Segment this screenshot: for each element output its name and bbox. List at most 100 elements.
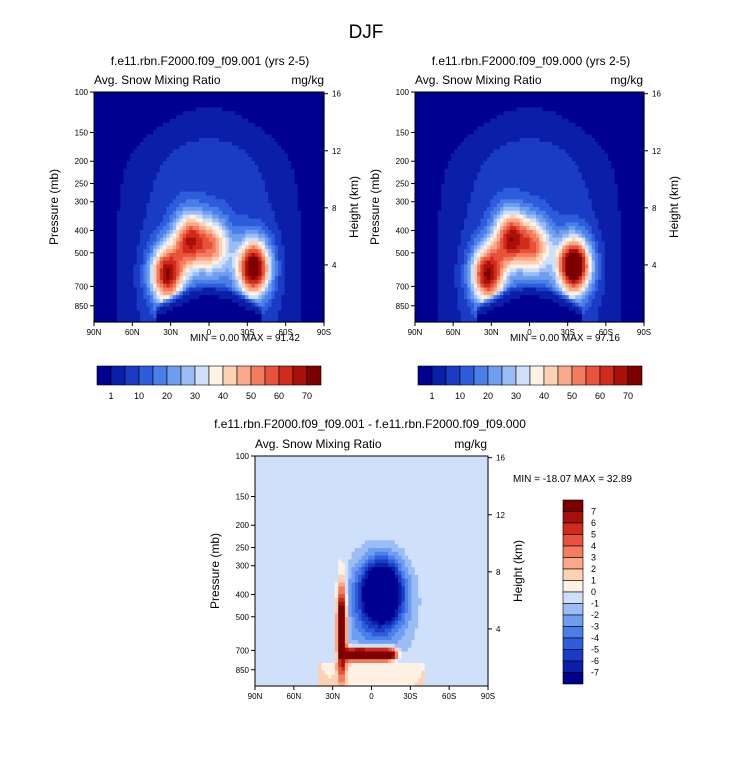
heatmap-cell [261, 103, 266, 108]
heatmap-cell [110, 253, 115, 258]
heatmap-cell [103, 115, 108, 120]
heatmap-cell [209, 306, 213, 312]
heatmap-cell [248, 210, 253, 216]
heatmap-cell [133, 115, 138, 120]
heatmap-cell [261, 222, 266, 227]
heatmap-cell [97, 237, 102, 243]
heatmap-cell [284, 145, 289, 151]
heatmap-cell [264, 157, 269, 162]
heatmap-cell [209, 164, 213, 170]
heatmap-cell [284, 92, 289, 97]
heatmap-cell [255, 272, 259, 277]
heatmap-cell [120, 118, 125, 124]
heatmap-cell [120, 230, 125, 235]
heatmap-cell [149, 306, 154, 312]
heatmap-cell [110, 191, 115, 197]
heatmap-cell [317, 92, 322, 97]
heatmap-cell [97, 95, 102, 101]
heatmap-cell [248, 115, 253, 120]
heatmap-cell [248, 295, 253, 300]
heatmap-cell [228, 118, 233, 124]
heatmap-cell [107, 180, 112, 185]
heatmap-cell [209, 92, 213, 97]
heatmap-cell [146, 272, 151, 277]
heatmap-cell [255, 111, 259, 116]
heatmap-cell [258, 218, 263, 223]
heatmap-cell [159, 168, 164, 174]
heatmap-cell [278, 310, 282, 315]
heatmap-cell [235, 279, 240, 285]
heatmap-cell [113, 318, 118, 323]
heatmap-cell [310, 299, 315, 304]
heatmap-cell [156, 299, 161, 304]
heatmap-cell [186, 180, 190, 185]
heatmap-cell [241, 233, 246, 239]
heatmap-cell [287, 126, 292, 131]
heatmap-cell [320, 187, 325, 193]
heatmap-cell [232, 222, 236, 227]
heatmap-cell [146, 287, 151, 292]
heatmap-cell [182, 176, 187, 181]
heatmap-cell [235, 149, 240, 154]
heatmap-cell [126, 157, 131, 162]
heatmap-cell [117, 138, 121, 143]
heatmap-cell [222, 222, 227, 227]
heatmap-cell [176, 187, 181, 193]
heatmap-cell [136, 107, 141, 112]
heatmap-cell [307, 99, 312, 105]
heatmap-cell [301, 161, 305, 166]
heatmap-cell [140, 272, 144, 277]
heatmap-cell [169, 230, 174, 235]
heatmap-cell [94, 260, 98, 266]
heatmap-cell [159, 256, 164, 262]
heatmap-cell [94, 145, 98, 151]
heatmap-cell [123, 164, 128, 170]
heatmap-cell [317, 118, 322, 124]
heatmap-cell [271, 218, 276, 223]
heatmap-cell [245, 138, 250, 143]
heatmap-cell [182, 249, 187, 254]
heatmap-cell [140, 122, 144, 128]
heatmap-cell [100, 226, 105, 231]
heatmap-cell [195, 115, 200, 120]
heatmap-cell [241, 111, 246, 116]
heatmap-cell [310, 283, 315, 289]
heatmap-cell [156, 241, 161, 246]
heatmap-cell [297, 191, 302, 197]
heatmap-cell [248, 149, 253, 154]
heatmap-cell [107, 203, 112, 208]
heatmap-cell [117, 180, 121, 185]
heatmap-cell [176, 226, 181, 231]
heatmap-cell [218, 314, 223, 319]
heatmap-cell [271, 195, 276, 200]
heatmap-cell [126, 291, 131, 296]
heatmap-cell [238, 306, 243, 312]
heatmap-cell [195, 268, 200, 273]
heatmap-cell [186, 279, 190, 285]
heatmap-cell [222, 172, 227, 177]
heatmap-cell [232, 302, 236, 308]
heatmap-cell [248, 291, 253, 296]
heatmap-cell [278, 207, 282, 212]
heatmap-cell [113, 168, 118, 174]
heatmap-cell [100, 95, 105, 101]
heatmap-cell [176, 276, 181, 281]
heatmap-cell [258, 203, 263, 208]
heatmap-cell [199, 260, 204, 266]
heatmap-cell [238, 157, 243, 162]
heatmap-cell [192, 118, 197, 124]
heatmap-cell [310, 164, 315, 170]
heatmap-cell [225, 141, 230, 147]
heatmap-cell [163, 214, 167, 220]
heatmap-cell [235, 107, 240, 112]
heatmap-cell [241, 314, 246, 319]
heatmap-cell [225, 249, 230, 254]
heatmap-cell [307, 95, 312, 101]
heatmap-cell [248, 233, 253, 239]
heatmap-cell [278, 306, 282, 312]
heatmap-cell [228, 126, 233, 131]
heatmap-cell [284, 249, 289, 254]
heatmap-cell [107, 218, 112, 223]
heatmap-cell [222, 299, 227, 304]
heatmap-cell [287, 287, 292, 292]
